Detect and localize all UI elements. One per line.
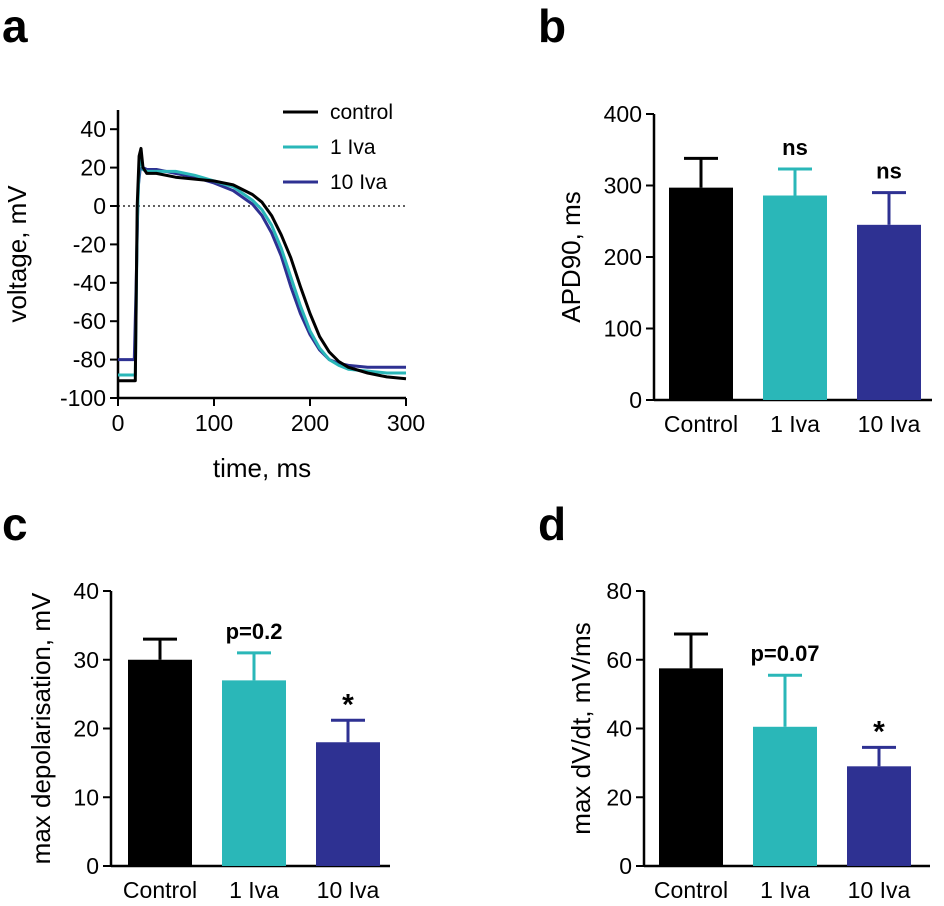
- y-tick-label: -40: [73, 270, 106, 296]
- y-tick-label: 300: [604, 173, 642, 199]
- bar-1-iva: [763, 195, 827, 400]
- y-tick-label: 0: [619, 853, 632, 879]
- bar-control: [669, 187, 733, 400]
- y-axis-title: APD90, ms: [556, 191, 586, 323]
- panel-c-max-depolarisation-bars: c 0 10 20 30 40 Control 1 Iva p=0.2 10 Iva * max d…: [2, 498, 390, 903]
- y-tick-label: 20: [73, 716, 99, 742]
- x-category-label: 10 Iva: [848, 877, 911, 903]
- y-tick-label: 20: [80, 155, 106, 181]
- significance-label: ns: [876, 159, 902, 184]
- x-category-label: 1 Iva: [760, 877, 810, 903]
- x-category-label: Control: [123, 877, 197, 903]
- y-tick-label: 400: [604, 101, 642, 127]
- y-axis-title: voltage, mV: [2, 185, 32, 323]
- y-tick-label: 40: [73, 578, 99, 604]
- y-tick-label: 40: [606, 716, 632, 742]
- x-tick-label: 100: [195, 410, 233, 436]
- x-category-label: 1 Iva: [770, 411, 820, 437]
- y-tick-label: 60: [606, 647, 632, 673]
- significance-star: *: [342, 688, 354, 721]
- bar-10-iva: [857, 224, 921, 400]
- legend-label: 10 Iva: [330, 171, 388, 194]
- panel-d-max-dvdt-bars: d 0 20 40 60 80 Control 1 Iva p=0.07 10 Iva * max …: [538, 498, 930, 903]
- bar-10-iva: [316, 742, 380, 866]
- y-tick-label: 10: [73, 784, 99, 810]
- significance-label: p=0.07: [750, 641, 819, 666]
- y-tick-label: 40: [80, 116, 106, 142]
- legend-label: control: [330, 101, 393, 124]
- y-axis-title: max dV/dt, mV/ms: [566, 622, 596, 834]
- y-tick-label: -80: [73, 347, 106, 373]
- y-axis-title: max depolarisation, mV: [26, 592, 56, 864]
- significance-star: *: [873, 715, 885, 748]
- y-tick-label: 0: [629, 387, 642, 413]
- y-tick-label: 20: [606, 784, 632, 810]
- x-tick-label: 0: [112, 410, 125, 436]
- bar-control: [128, 659, 192, 866]
- panel-b-apd90-bars: b 0 100 200 300 400 Control 1 Iva ns 10 Iva ns APD…: [538, 0, 932, 437]
- significance-label: p=0.2: [226, 619, 283, 644]
- x-category-label: 10 Iva: [858, 411, 921, 437]
- series-line-10-iva: [118, 166, 406, 369]
- y-tick-label: -20: [73, 231, 106, 257]
- x-axis-title: time, ms: [213, 453, 311, 483]
- y-tick-label: 0: [93, 193, 106, 219]
- x-category-label: Control: [654, 877, 728, 903]
- panel-letter-b: b: [538, 0, 566, 52]
- x-category-label: 1 Iva: [229, 877, 279, 903]
- panel-letter-c: c: [2, 498, 28, 550]
- y-tick-label: -60: [73, 308, 106, 334]
- x-tick-label: 200: [291, 410, 329, 436]
- y-tick-label: 0: [86, 853, 99, 879]
- x-tick-label: 300: [387, 410, 425, 436]
- bar-10-iva: [847, 766, 911, 866]
- y-tick-label: 200: [604, 244, 642, 270]
- bar-control: [659, 668, 723, 866]
- legend-label: 1 Iva: [330, 136, 376, 159]
- panel-letter-d: d: [538, 498, 566, 550]
- x-category-label: 10 Iva: [317, 877, 380, 903]
- series-line-control: [118, 146, 407, 383]
- x-category-label: Control: [664, 411, 738, 437]
- significance-label: ns: [782, 135, 808, 160]
- panel-letter-a: a: [2, 0, 28, 52]
- bar-1-iva: [753, 726, 817, 866]
- y-tick-label: -100: [60, 385, 106, 411]
- y-tick-label: 30: [73, 647, 99, 673]
- y-tick-label: 100: [604, 316, 642, 342]
- y-tick-label: 80: [606, 578, 632, 604]
- bar-1-iva: [222, 680, 286, 866]
